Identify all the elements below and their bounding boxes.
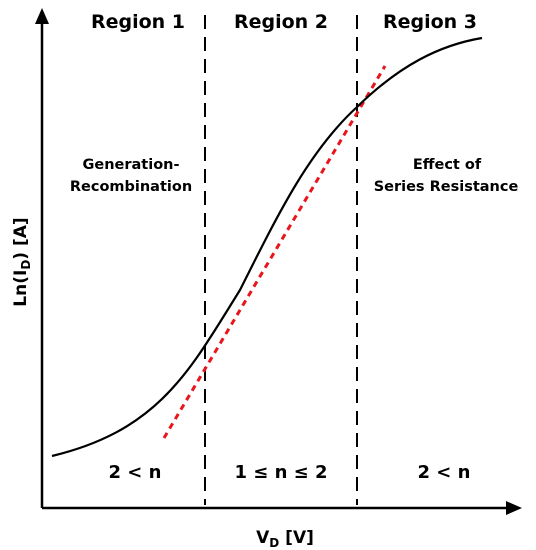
x-axis-arrow-icon	[506, 501, 522, 515]
region-3-note-line-1: Effect of	[413, 157, 482, 173]
region-3-title: Region 3	[383, 11, 477, 33]
x-axis-label: VD [V]	[256, 528, 314, 550]
y-axis-arrow-icon	[35, 8, 49, 24]
x-axis-label-unit: [V]	[279, 528, 314, 548]
region-3-ideality: 2 < n	[418, 462, 471, 483]
y-axis-label-unit: ) [A]	[11, 217, 31, 259]
region-1-title: Region 1	[91, 11, 185, 33]
y-axis-label: Ln(ID) [A]	[11, 217, 33, 306]
y-axis-label-subscript: D	[19, 260, 33, 270]
region-3-note-line-2: Series Resistance	[374, 179, 519, 195]
x-axis-label-main: V	[256, 528, 270, 548]
region-1-ideality: 2 < n	[109, 462, 162, 483]
region-1-note-line-2: Recombination	[70, 179, 192, 195]
y-axis-label-main: Ln(I	[11, 270, 31, 307]
x-axis-label-subscript: D	[269, 536, 279, 550]
iv-curve	[51, 36, 483, 458]
region-1-note-line-1: Generation-	[82, 157, 179, 173]
linear-fit-line	[162, 65, 387, 439]
region-2-title: Region 2	[234, 11, 328, 33]
region-2-ideality: 1 ≤ n ≤ 2	[234, 462, 327, 483]
